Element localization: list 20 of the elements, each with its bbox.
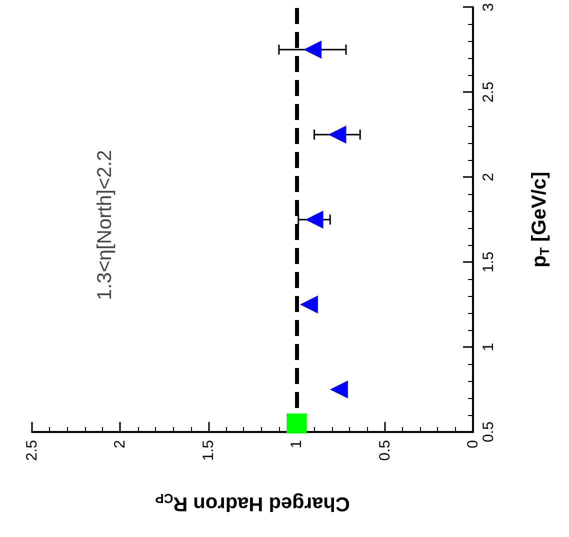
y-tick-label: 3 (480, 3, 497, 12)
point (328, 126, 346, 144)
point (303, 40, 322, 59)
y-tick-label: 1.5 (480, 252, 497, 272)
x-tick-label: 2.5 (24, 440, 40, 461)
point (286, 414, 307, 434)
annotation: 1.3<η[North]<2.2 (94, 150, 116, 300)
y-tick-label: 1 (480, 342, 497, 352)
point (330, 380, 348, 399)
y-tick-label: 2 (480, 172, 497, 182)
x-tick-label: 1.5 (200, 440, 217, 461)
point (305, 210, 324, 229)
y-tick-label: 2.5 (480, 82, 497, 103)
x-tick-label: 1 (288, 440, 306, 448)
x-tick-label: 0 (464, 440, 482, 448)
point (300, 296, 318, 314)
y-axis-title: pT [GeV/c] (528, 172, 552, 268)
x-axis-title: Charged Hadron RCP (154, 491, 350, 514)
x-tick-label: 0.5 (376, 440, 394, 461)
x-tick-label: 2 (112, 440, 129, 448)
